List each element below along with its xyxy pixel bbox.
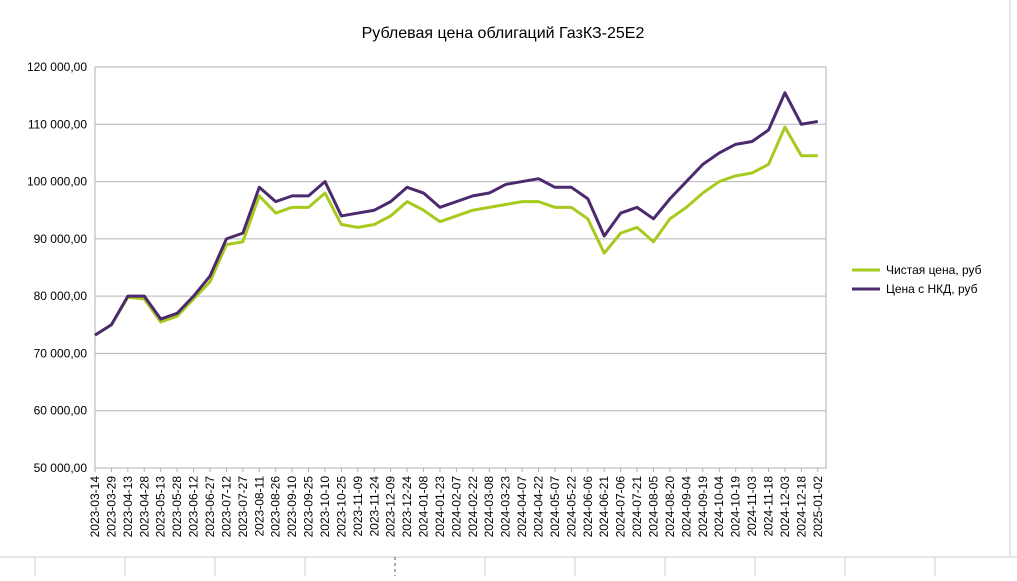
x-tick-label: 2023-09-10 [285, 476, 299, 538]
x-tick-label: 2024-12-03 [778, 476, 792, 538]
y-tick-label: 100 000,00 [27, 175, 87, 189]
x-tick-label: 2024-08-05 [647, 476, 661, 538]
x-tick-label: 2024-04-07 [515, 476, 529, 538]
x-tick-label: 2023-03-29 [104, 476, 118, 538]
y-tick-label: 60 000,00 [34, 404, 88, 418]
y-tick-label: 50 000,00 [34, 461, 88, 475]
plot-frame [94, 66, 827, 469]
x-tick-label: 2023-07-27 [236, 476, 250, 538]
x-tick-label: 2023-10-10 [318, 476, 332, 538]
x-tick-label: 2023-12-24 [400, 476, 414, 538]
x-tick-label: 2024-02-07 [449, 476, 463, 538]
x-tick-label: 2024-10-04 [712, 476, 726, 538]
y-tick-label: 110 000,00 [28, 117, 87, 131]
x-tick-label: 2024-11-03 [745, 476, 759, 537]
series-line [94, 91, 819, 337]
x-tick-label: 2024-01-23 [433, 476, 447, 538]
x-tick-label: 2024-01-08 [417, 476, 431, 538]
x-tick-label: 2023-04-13 [121, 476, 135, 538]
x-tick-label: 2024-06-21 [597, 476, 611, 538]
x-tick-label: 2024-04-22 [532, 476, 546, 538]
x-tick-label: 2023-05-28 [170, 476, 184, 538]
x-tick-label: 2023-05-13 [154, 476, 168, 538]
x-tick-label: 2024-03-23 [499, 476, 513, 538]
x-tick-label: 2023-04-28 [137, 476, 151, 538]
series-line [94, 125, 818, 337]
x-tick-label: 2023-03-14 [88, 476, 102, 538]
x-tick-label: 2024-08-20 [663, 476, 677, 538]
x-tick-label: 2023-06-12 [187, 476, 201, 538]
x-tick-label: 2024-02-22 [466, 476, 480, 538]
legend-label: Цена с НКД, руб [886, 282, 978, 296]
x-tick-label: 2023-12-09 [384, 476, 398, 538]
x-tick-label: 2024-07-21 [630, 476, 644, 538]
y-tick-label: 90 000,00 [34, 232, 88, 246]
x-tick-label: 2023-08-11 [252, 476, 266, 537]
x-tick-label: 2023-09-25 [302, 476, 316, 538]
x-tick-label: 2024-06-06 [581, 476, 595, 538]
x-tick-label: 2023-11-24 [367, 476, 381, 537]
x-tick-label: 2024-12-18 [794, 476, 808, 538]
y-tick-label: 120 000,00 [27, 60, 87, 74]
x-tick-label: 2024-11-18 [762, 476, 776, 537]
x-tick-label: 2024-07-06 [614, 476, 628, 538]
x-tick-label: 2023-11-09 [351, 476, 365, 537]
x-tick-label: 2024-09-04 [679, 476, 693, 538]
x-tick-label: 2025-01-02 [811, 476, 825, 538]
y-tick-label: 70 000,00 [34, 346, 88, 360]
x-tick-label: 2024-05-07 [548, 476, 562, 538]
x-tick-label: 2023-08-26 [269, 476, 283, 538]
x-tick-label: 2023-07-12 [219, 476, 233, 538]
x-tick-label: 2024-10-19 [729, 476, 743, 538]
x-tick-label: 2024-09-19 [696, 476, 710, 538]
chart-title: Рублевая цена облигаций ГазКЗ-25Е2 [362, 25, 645, 42]
x-tick-label: 2023-10-25 [334, 476, 348, 538]
x-tick-label: 2023-06-27 [203, 476, 217, 538]
x-tick-label: 2024-05-22 [564, 476, 578, 538]
x-tick-label: 2024-03-08 [482, 476, 496, 538]
legend-label: Чистая цена, руб [886, 263, 982, 277]
y-tick-label: 80 000,00 [34, 289, 88, 303]
